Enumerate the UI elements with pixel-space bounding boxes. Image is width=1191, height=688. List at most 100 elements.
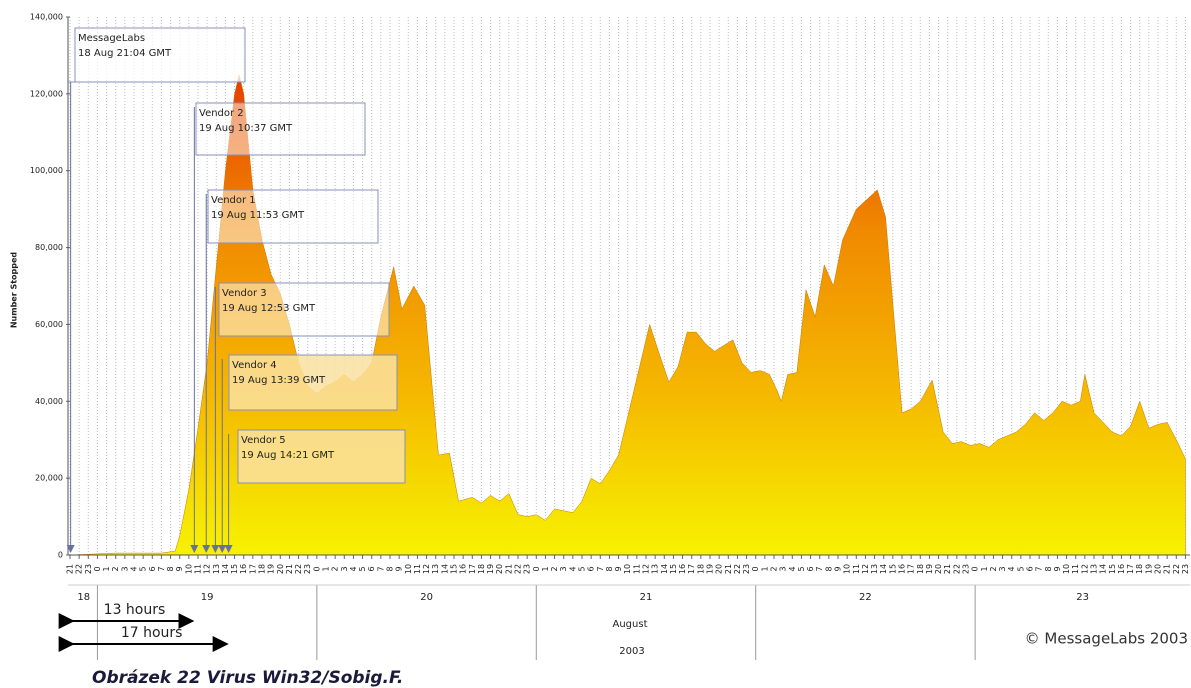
x-tick-label: 15: [450, 564, 459, 574]
x-tick-label: 12: [861, 564, 870, 574]
y-axis-label: Number Stopped: [10, 252, 19, 329]
x-tick-label: 23: [84, 564, 93, 574]
day-label: 18: [77, 592, 90, 603]
x-tick-label: 4: [130, 566, 139, 571]
x-tick-label: 12: [1080, 564, 1089, 574]
x-tick-label: 22: [952, 564, 961, 574]
x-tick-label: 18: [477, 564, 486, 574]
y-tick-label: 140,000: [30, 13, 63, 22]
annotation-arrowhead: [202, 545, 211, 553]
x-tick-label: 0: [751, 566, 760, 571]
x-tick-label: 4: [568, 566, 577, 571]
x-tick-label: 0: [532, 566, 541, 571]
x-tick-label: 2: [550, 566, 559, 571]
x-tick-label: 0: [93, 566, 102, 571]
span-label: 17 hours: [121, 625, 183, 641]
year-label: 2003: [619, 646, 644, 657]
x-tick-label: 6: [1026, 566, 1035, 571]
x-tick-label: 14: [1099, 564, 1108, 574]
day-label: 20: [420, 592, 433, 603]
x-tick-label: 11: [1071, 564, 1080, 574]
annotation-time: 19 Aug 12:53 GMT: [222, 303, 316, 314]
x-tick-label: 2: [111, 566, 120, 571]
x-tick-label: 21: [724, 564, 733, 574]
x-tick-label: 10: [623, 564, 632, 574]
x-tick-label: 3: [559, 566, 568, 571]
day-label: 22: [859, 592, 872, 603]
annotation-title: Vendor 4: [232, 360, 277, 371]
x-tick-label: 8: [386, 566, 395, 571]
annotation-box: [74, 27, 246, 83]
x-tick-label: 2: [989, 566, 998, 571]
x-tick-label: 11: [413, 564, 422, 574]
x-tick-label: 3: [779, 566, 788, 571]
x-tick-label: 19: [706, 564, 715, 574]
x-tick-label: 17: [468, 564, 477, 574]
x-tick-label: 21: [943, 564, 952, 574]
x-tick-label: 6: [367, 566, 376, 571]
y-tick-label: 20,000: [35, 474, 63, 483]
x-tick-label: 8: [824, 566, 833, 571]
x-tick-label: 14: [879, 564, 888, 574]
x-tick-label: 21: [1163, 564, 1172, 574]
annotation-box: [207, 189, 379, 244]
x-tick-label: 4: [1007, 566, 1016, 571]
x-tick-label: 13: [431, 564, 440, 574]
annotation-box: [218, 282, 390, 337]
annotation-time: 19 Aug 10:37 GMT: [199, 123, 293, 134]
x-tick-label: 5: [1016, 566, 1025, 571]
x-tick-label: 13: [1090, 564, 1099, 574]
y-tick-label: 0: [58, 551, 63, 560]
x-tick-label: 13: [651, 564, 660, 574]
x-tick-label: 6: [148, 566, 157, 571]
x-tick-label: 22: [294, 564, 303, 574]
x-tick-label: 9: [175, 566, 184, 571]
annotation-arrowhead: [66, 545, 75, 553]
annotation-title: MessageLabs: [78, 33, 145, 44]
x-tick-label: 20: [276, 564, 285, 574]
x-tick-label: 23: [1181, 564, 1190, 574]
x-tick-label: 14: [440, 564, 449, 574]
x-tick-label: 18: [696, 564, 705, 574]
x-tick-label: 16: [898, 564, 907, 574]
x-tick-label: 5: [139, 566, 148, 571]
annotation-box: [237, 429, 406, 484]
x-tick-label: 12: [642, 564, 651, 574]
day-label: 19: [201, 592, 214, 603]
y-tick-label: 100,000: [30, 166, 63, 175]
annotation-title: Vendor 1: [211, 195, 256, 206]
x-tick-label: 21: [66, 564, 75, 574]
x-tick-label: 5: [358, 566, 367, 571]
x-tick-label: 0: [312, 566, 321, 571]
annotation-time: 18 Aug 21:04 GMT: [78, 48, 172, 59]
x-tick-label: 7: [1035, 566, 1044, 571]
x-tick-label: 16: [678, 564, 687, 574]
x-tick-label: 20: [715, 564, 724, 574]
x-tick-label: 10: [184, 564, 193, 574]
x-tick-label: 20: [934, 564, 943, 574]
y-tick-label: 80,000: [35, 243, 63, 252]
x-tick-label: 1: [541, 566, 550, 571]
annotation-arrowhead: [218, 545, 227, 553]
x-tick-label: 22: [1172, 564, 1181, 574]
x-tick-label: 7: [596, 566, 605, 571]
x-tick-label: 8: [166, 566, 175, 571]
x-tick-label: 10: [404, 564, 413, 574]
x-tick-label: 7: [157, 566, 166, 571]
annotation-arrowhead: [190, 545, 199, 553]
x-tick-label: 18: [258, 564, 267, 574]
x-tick-label: 7: [815, 566, 824, 571]
x-tick-label: 9: [395, 566, 404, 571]
x-tick-label: 5: [578, 566, 587, 571]
x-tick-label: 15: [230, 564, 239, 574]
x-tick-label: 19: [1144, 564, 1153, 574]
x-tick-label: 18: [1135, 564, 1144, 574]
y-tick-label: 120,000: [30, 89, 63, 98]
x-tick-label: 23: [523, 564, 532, 574]
annotation-time: 19 Aug 13:39 GMT: [232, 375, 326, 386]
x-tick-label: 22: [733, 564, 742, 574]
x-tick-label: 12: [422, 564, 431, 574]
x-tick-label: 4: [349, 566, 358, 571]
x-tick-label: 19: [267, 564, 276, 574]
span-label: 13 hours: [104, 602, 166, 618]
